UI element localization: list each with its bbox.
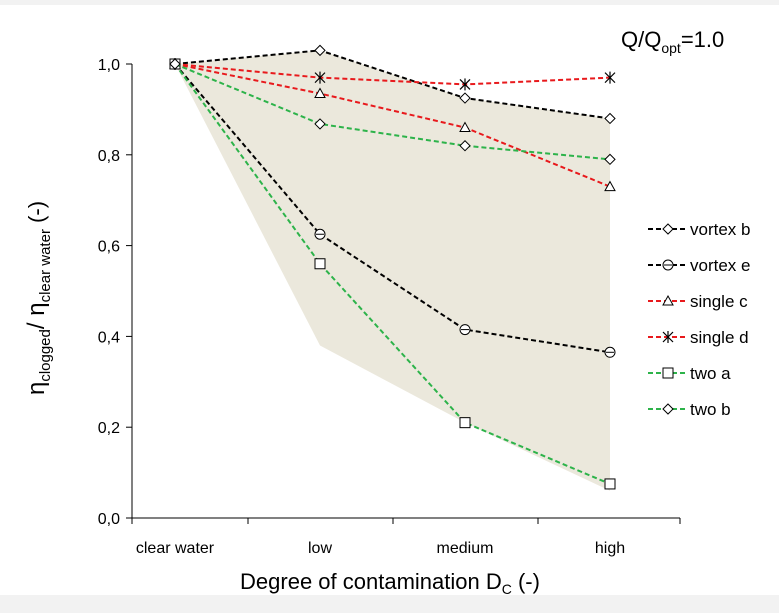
point-single-c [314, 87, 326, 99]
legend-item-single-d: single d [648, 328, 749, 347]
range-band [175, 50, 610, 491]
point-two-b [604, 153, 616, 166]
point-vortex-b [604, 112, 616, 125]
x-tick-label: medium [437, 540, 494, 557]
series-two-b [169, 58, 616, 166]
legend-marker-vortex-b [662, 223, 674, 235]
point-two-a [459, 417, 471, 429]
legend-item-single-c: single c [648, 292, 748, 311]
legend-item-vortex-e: vortex e [648, 256, 750, 275]
point-two-b [314, 118, 326, 130]
legend-marker-two-a [662, 367, 674, 379]
legend-label-two-b: two b [690, 400, 731, 419]
y-tick-label: 0,6 [98, 239, 120, 256]
series-line-vortex-b [174, 49, 611, 120]
legend-marker-single-c [662, 294, 674, 306]
legend-label-vortex-b: vortex b [690, 220, 750, 239]
legend-label-vortex-e: vortex e [690, 256, 750, 275]
series-line-single-d [174, 63, 611, 86]
point-single-c [604, 180, 616, 192]
point-single-c [459, 121, 471, 133]
point-two-a [604, 478, 616, 490]
legend-item-two-a: two a [648, 364, 731, 383]
y-tick-label: 0,2 [98, 420, 120, 437]
chart-annotation: Q/Qopt=1.0 [621, 27, 724, 56]
legend-label-two-a: two a [690, 364, 731, 383]
x-axis-label: Degree of contamination DC (-) [240, 569, 540, 597]
y-tick-label: 0,4 [98, 329, 120, 346]
point-vortex-b [459, 92, 471, 104]
point-two-b [169, 58, 181, 70]
x-tick-label: high [595, 540, 625, 557]
y-tick-label: 0,0 [98, 511, 120, 528]
series-line-two-a [174, 63, 611, 485]
point-two-a [314, 258, 326, 270]
legend-label-single-d: single d [690, 328, 749, 347]
legend-label-single-c: single c [690, 292, 748, 311]
legend-item-two-b: two b [648, 400, 731, 419]
legend-item-vortex-b: vortex b [648, 220, 750, 239]
y-tick-label: 0,8 [98, 148, 120, 165]
legend-marker-two-b [662, 403, 674, 415]
x-tick-label: low [308, 540, 332, 557]
x-tick-label: clear water [136, 540, 215, 557]
point-two-b [459, 140, 471, 152]
point-vortex-b [314, 44, 326, 57]
series-line-single-c [174, 63, 611, 188]
series-single-d [169, 58, 616, 91]
y-tick-label: 1,0 [98, 57, 120, 74]
series-line-two-b [174, 63, 611, 161]
y-axis-label: ηclogged/ ηclear water (-) [23, 201, 54, 395]
